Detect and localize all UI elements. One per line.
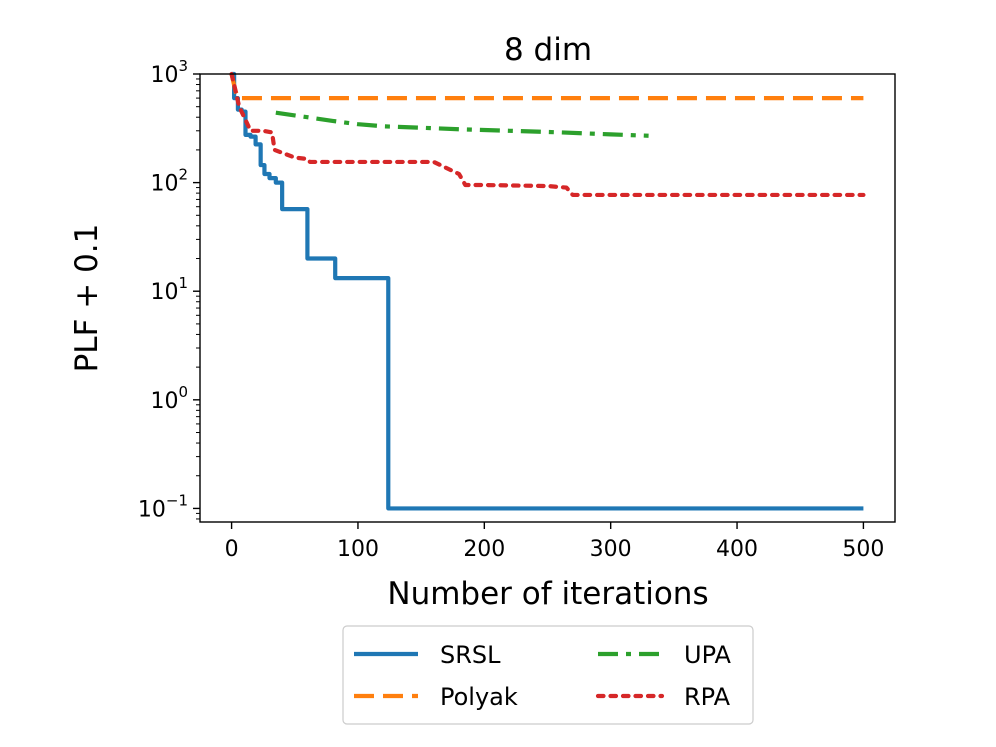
series-layer: [229, 71, 866, 511]
x-axis: 0 100 200 300 400 500: [225, 522, 884, 562]
legend: SRSL Polyak UPA RPA: [342, 625, 754, 725]
legend-label-rpa: RPA: [684, 683, 731, 711]
x-tick-label: 200: [463, 537, 505, 562]
x-tick-label: 500: [842, 537, 884, 562]
x-tick-label: 300: [590, 537, 632, 562]
legend-label-upa: UPA: [684, 641, 732, 669]
series-line-upa: [275, 110, 649, 138]
plot-frame: [199, 73, 896, 523]
y-axis-label: PLF + 0.1: [69, 224, 105, 373]
y-tick-label: 100: [150, 383, 188, 414]
y-tick-label: 103: [150, 57, 188, 88]
series-line-rpa: [229, 71, 866, 198]
x-axis-label: Number of iterations: [387, 576, 708, 612]
legend-box: [342, 625, 754, 725]
x-tick-label: 400: [716, 537, 758, 562]
x-tick-label: 0: [225, 537, 239, 562]
legend-label-polyak: Polyak: [440, 683, 518, 711]
legend-label-srsl: SRSL: [440, 641, 501, 669]
legend-items: SRSL Polyak UPA RPA: [354, 641, 732, 711]
x-tick-label: 100: [337, 537, 379, 562]
series-line-polyak: [229, 73, 864, 101]
chart-title: 8 dim: [504, 32, 592, 68]
